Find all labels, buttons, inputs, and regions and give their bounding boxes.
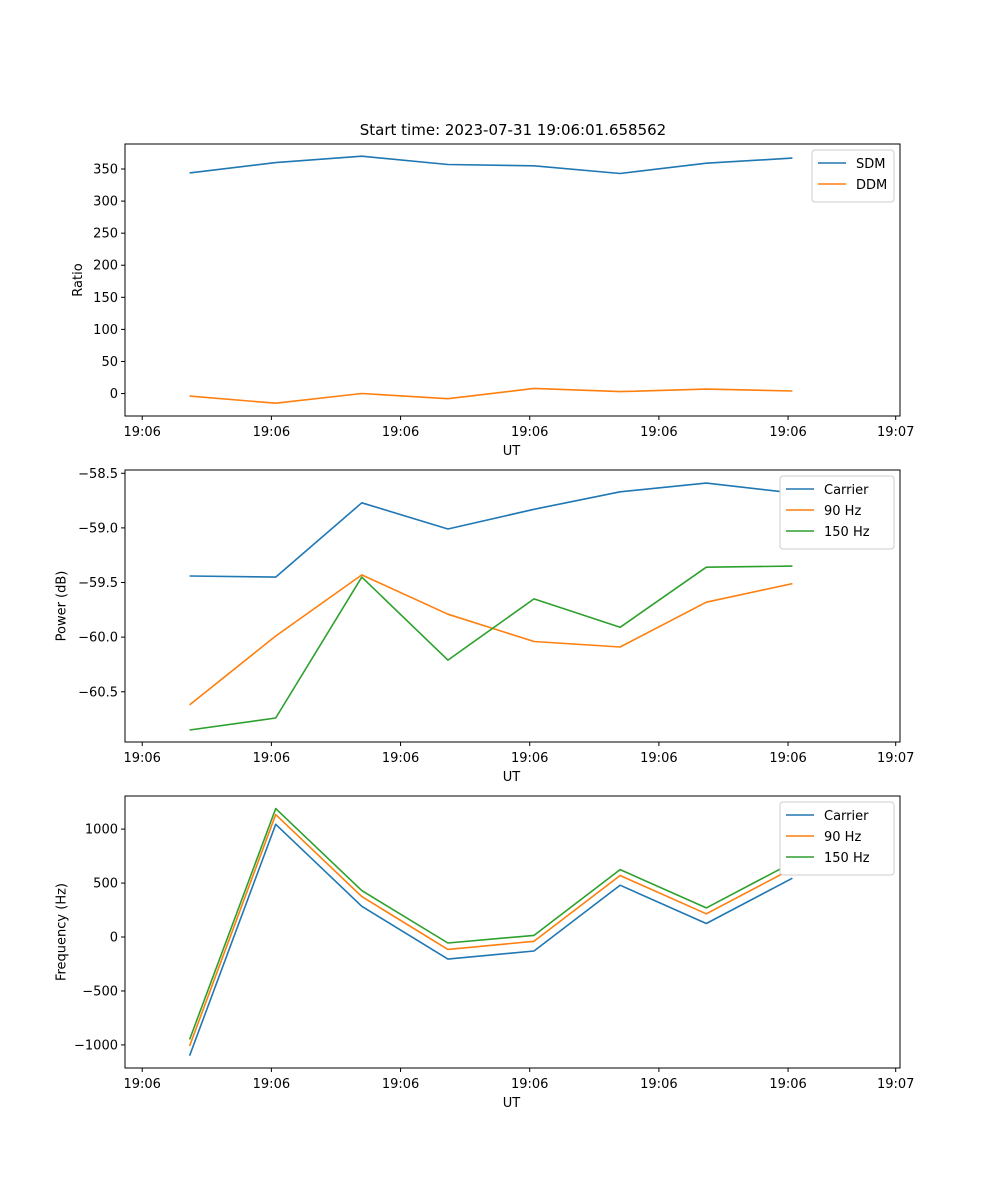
y-tick-label: 0 <box>110 387 118 402</box>
series-line-ddm <box>189 387 793 405</box>
y-axis-label: Power (dB) <box>55 571 70 642</box>
x-tick-label: 19:06 <box>382 751 419 766</box>
y-tick-label: 250 <box>93 227 118 242</box>
axes-frame <box>124 795 901 1069</box>
y-tick-label: 200 <box>93 259 118 274</box>
axes-frame <box>124 143 901 417</box>
y-tick-label: 50 <box>101 355 118 370</box>
x-tick-label: 19:06 <box>769 751 806 766</box>
x-tick-label: 19:06 <box>640 751 677 766</box>
y-tick-label: −500 <box>82 984 118 999</box>
x-tick-label: 19:06 <box>123 425 160 440</box>
x-tick-label: 19:06 <box>511 425 548 440</box>
y-tick-label: −60.5 <box>78 685 118 700</box>
x-axis-label: UT <box>503 1096 521 1111</box>
axes-frame <box>124 469 901 743</box>
y-tick-label: 1000 <box>85 823 118 838</box>
legend-label: 90 Hz <box>824 504 861 519</box>
series-line-carrier <box>189 482 793 578</box>
chart-panel-1: 19:06 19:06 19:06 19:06 19:06 19:06 19:07 0 50 10… <box>71 143 914 459</box>
y-tick-label: 100 <box>93 323 118 338</box>
legend: Carrier 90 Hz 150 Hz <box>779 801 895 876</box>
x-axis-label: UT <box>503 770 521 785</box>
x-tick-label: 19:06 <box>511 751 548 766</box>
y-tick-label: −59.0 <box>78 521 118 536</box>
x-tick-label: 19:06 <box>253 1077 290 1092</box>
x-tick-label: 19:06 <box>511 1077 548 1092</box>
legend-label: 90 Hz <box>824 830 861 845</box>
series-line-90-hz <box>188 813 793 1047</box>
chart-panel-2: 19:06 19:06 19:06 19:06 19:06 19:06 19:07 −60.5… <box>55 467 915 785</box>
y-tick-label: 350 <box>93 163 118 178</box>
legend: Carrier 90 Hz 150 Hz <box>779 475 895 550</box>
figure-title: Start time: 2023-07-31 19:06:01.658562 <box>360 121 666 139</box>
legend-label: Carrier <box>824 483 869 498</box>
legend-label: Carrier <box>824 809 869 824</box>
x-tick-label: 19:06 <box>123 751 160 766</box>
legend-label: SDM <box>856 157 885 172</box>
legend-label: 150 Hz <box>824 851 870 866</box>
x-tick-label: 19:06 <box>382 1077 419 1092</box>
x-tick-label: 19:06 <box>253 425 290 440</box>
legend: SDM DDM <box>811 149 895 203</box>
x-axis-label: UT <box>503 444 521 459</box>
legend-label: 150 Hz <box>824 525 870 540</box>
y-tick-label: −1000 <box>74 1038 118 1053</box>
x-tick-label: 19:06 <box>769 1077 806 1092</box>
y-tick-label: 300 <box>93 195 118 210</box>
y-tick-label: 500 <box>93 877 118 892</box>
series-line-150-hz <box>189 565 793 731</box>
series-line-sdm <box>189 155 793 175</box>
x-tick-label: 19:06 <box>253 751 290 766</box>
x-tick-label: 19:06 <box>640 425 677 440</box>
x-tick-label: 19:07 <box>877 425 914 440</box>
series-line-90-hz <box>189 574 793 706</box>
legend-label: DDM <box>856 178 887 193</box>
chart-panel-3: 19:06 19:06 19:06 19:06 19:06 19:06 19:07 −1000… <box>55 795 914 1111</box>
x-tick-label: 19:06 <box>769 425 806 440</box>
x-tick-label: 19:07 <box>877 751 914 766</box>
x-tick-label: 19:06 <box>640 1077 677 1092</box>
y-tick-label: 150 <box>93 291 118 306</box>
y-tick-label: 0 <box>110 931 118 946</box>
y-axis-label: Ratio <box>71 263 86 296</box>
y-axis-label: Frequency (Hz) <box>55 883 70 981</box>
x-tick-label: 19:06 <box>123 1077 160 1092</box>
y-tick-label: −60.0 <box>78 631 118 646</box>
series-line-carrier <box>188 823 793 1056</box>
x-tick-label: 19:07 <box>877 1077 914 1092</box>
y-tick-label: −59.5 <box>78 576 118 591</box>
y-tick-label: −58.5 <box>78 467 118 482</box>
x-tick-label: 19:06 <box>382 425 419 440</box>
series-line-150-hz <box>188 807 793 1040</box>
